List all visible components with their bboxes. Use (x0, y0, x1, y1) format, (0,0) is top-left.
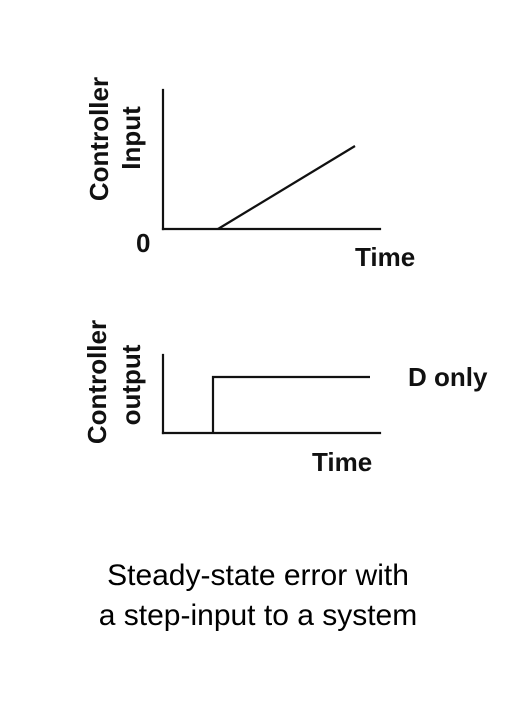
top-origin-label: 0 (136, 228, 150, 258)
top-ylabel-line2: Input (116, 106, 146, 170)
top-ylabel-line1: Controller (84, 77, 114, 201)
figure-caption: Steady-state error with a step-input to … (0, 556, 516, 636)
top-xlabel: Time (355, 242, 415, 272)
caption-line-1: Steady-state error with (107, 559, 409, 592)
bottom-plot: Controller output D only Time (82, 320, 488, 477)
bottom-xlabel: Time (312, 447, 372, 477)
bottom-curve-label: D only (408, 362, 488, 392)
bottom-ylabel-line2: output (116, 344, 146, 425)
top-plot: Controller Input 0 Time (84, 77, 415, 272)
bottom-ylabel-line1: Controller (82, 320, 112, 444)
top-ramp-line (217, 145, 356, 230)
bottom-step-line (211, 375, 370, 433)
caption-line-2: a step-input to a system (98, 599, 418, 632)
